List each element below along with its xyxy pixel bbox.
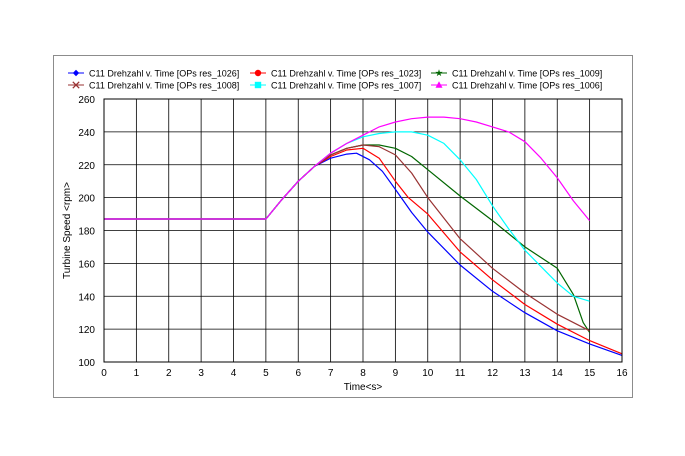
x-tick-label: 9 <box>393 368 399 379</box>
legend-item: C11 Drehzahl v. Time [OPs res_1007] <box>250 81 421 91</box>
y-tick-label: 200 <box>78 194 95 205</box>
series-line <box>104 116 591 221</box>
legend-marker <box>254 69 262 77</box>
series-line <box>104 131 590 302</box>
x-tick-label: 3 <box>198 368 204 379</box>
x-tick-label: 10 <box>422 368 434 379</box>
legend-marker <box>72 69 80 77</box>
x-tick-label: 6 <box>295 368 301 379</box>
y-tick-label: 140 <box>78 292 95 303</box>
legend-marker <box>435 81 443 88</box>
legend-marker <box>435 69 443 77</box>
y-tick-label: 100 <box>78 358 95 369</box>
legend-label: C11 Drehzahl v. Time [OPs res_1006] <box>452 81 602 91</box>
legend-marker <box>72 81 80 89</box>
x-tick-label: 13 <box>519 368 531 379</box>
y-tick-label: 260 <box>78 95 95 106</box>
series-layer <box>104 116 623 356</box>
legend-label: C11 Drehzahl v. Time [OPs res_1026] <box>89 69 239 79</box>
legend-item: C11 Drehzahl v. Time [OPs res_1006] <box>431 81 602 91</box>
series-line <box>104 144 590 332</box>
x-tick-label: 0 <box>101 368 107 379</box>
x-tick-label: 15 <box>584 368 596 379</box>
legend-item: C11 Drehzahl v. Time [OPs res_1023] <box>250 69 421 79</box>
x-tick-label: 16 <box>616 368 628 379</box>
legend: C11 Drehzahl v. Time [OPs res_1026] C11 D… <box>68 69 602 91</box>
line-chart: C11 Drehzahl v. Time [OPs res_1026] C11 D… <box>62 69 628 394</box>
legend-item: C11 Drehzahl v. Time [OPs res_1009] <box>431 69 602 79</box>
y-tick-label: 220 <box>78 161 95 172</box>
legend-marker <box>254 81 262 89</box>
legend-label: C11 Drehzahl v. Time [OPs res_1023] <box>271 69 421 79</box>
legend-label: C11 Drehzahl v. Time [OPs res_1008] <box>89 81 239 91</box>
x-axis-ticks: 0 1 2 3 4 5 6 7 8 9 10 11 12 13 14 15 16 <box>101 368 628 379</box>
legend-label: C11 Drehzahl v. Time [OPs res_1009] <box>452 69 602 79</box>
y-tick-label: 160 <box>78 259 95 270</box>
legend-item: C11 Drehzahl v. Time [OPs res_1026] <box>68 69 239 79</box>
x-tick-label: 2 <box>166 368 172 379</box>
grid <box>103 98 623 363</box>
x-tick-label: 14 <box>552 368 564 379</box>
x-tick-label: 1 <box>134 368 140 379</box>
x-tick-label: 5 <box>263 368 269 379</box>
y-tick-label: 120 <box>78 325 95 336</box>
legend-item: C11 Drehzahl v. Time [OPs res_1008] <box>68 81 239 91</box>
y-tick-label: 240 <box>78 128 95 139</box>
x-tick-label: 8 <box>360 368 366 379</box>
chart-frame: C11 Drehzahl v. Time [OPs res_1026] C11 D… <box>53 55 633 398</box>
x-axis-title: Time<s> <box>344 382 383 393</box>
plot-area-border <box>103 98 623 363</box>
y-tick-label: 180 <box>78 227 95 238</box>
y-axis-ticks: 100 120 140 160 180 200 220 240 260 <box>78 95 95 369</box>
x-tick-label: 4 <box>231 368 237 379</box>
legend-label: C11 Drehzahl v. Time [OPs res_1007] <box>271 81 421 91</box>
x-tick-label: 7 <box>328 368 334 379</box>
y-axis-title: Turbine Speed <rpm> <box>62 182 73 279</box>
x-tick-label: 11 <box>455 368 466 379</box>
x-tick-label: 12 <box>487 368 499 379</box>
